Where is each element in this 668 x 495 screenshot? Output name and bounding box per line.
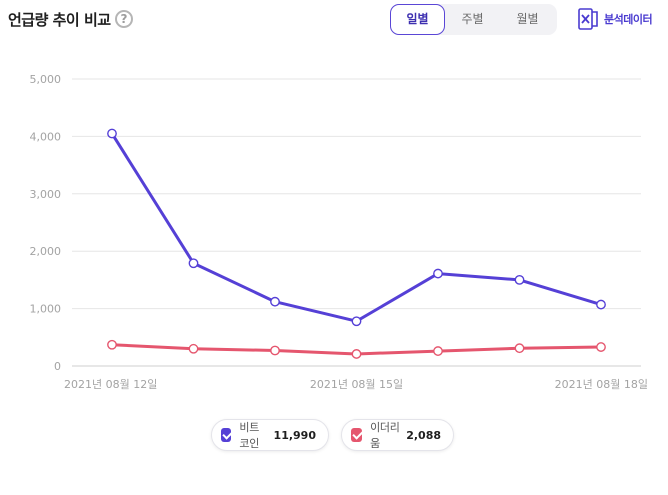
data-point bbox=[514, 274, 525, 285]
legend-series-total: 2,088 bbox=[406, 428, 441, 442]
y-tick-label: 2,000 bbox=[30, 245, 62, 258]
tab-monthly[interactable]: 월별 bbox=[516, 12, 539, 26]
data-point bbox=[188, 343, 199, 354]
data-point bbox=[596, 299, 606, 310]
checkbox-icon bbox=[351, 428, 363, 442]
data-point bbox=[351, 316, 362, 327]
y-tick-label: 5,000 bbox=[30, 73, 62, 86]
chart-header: 언급량 추이 비교 ? 일별 주별 월별 분석데이터 bbox=[0, 0, 668, 40]
data-point bbox=[351, 349, 362, 359]
y-tick-label: 3,000 bbox=[30, 188, 62, 201]
data-point bbox=[433, 346, 443, 356]
legend-item-bitcoin[interactable]: 비트코인 11,990 bbox=[211, 419, 329, 451]
tab-daily[interactable]: 일별 bbox=[390, 4, 445, 35]
data-point bbox=[107, 339, 117, 350]
y-tick-label: 0 bbox=[54, 360, 61, 373]
export-data-button[interactable]: 분석데이터 bbox=[578, 8, 653, 30]
checkbox-icon bbox=[221, 428, 232, 442]
data-point bbox=[270, 296, 280, 307]
tab-weekly[interactable]: 주별 bbox=[461, 12, 484, 26]
data-point bbox=[514, 343, 525, 354]
period-toggle: 일별 주별 월별 bbox=[390, 4, 557, 35]
y-tick-label: 4,000 bbox=[30, 130, 62, 143]
x-tick-label: 2021년 08월 15일 bbox=[310, 377, 403, 391]
series-line bbox=[110, 132, 603, 323]
legend-series-name: 비트코인 bbox=[239, 421, 260, 450]
data-point bbox=[596, 342, 606, 352]
x-tick-label: 2021년 08월 12일 bbox=[64, 377, 157, 391]
data-point bbox=[433, 268, 443, 279]
data-point bbox=[107, 128, 117, 139]
legend-item-ethereum[interactable]: 이더리움 2,088 bbox=[341, 419, 454, 451]
help-icon[interactable]: ? bbox=[115, 10, 133, 28]
legend-series-name: 이더리움 bbox=[370, 421, 400, 450]
export-label: 분석데이터 bbox=[604, 13, 653, 26]
x-tick-label: 2021년 08월 18일 bbox=[555, 377, 648, 391]
data-point bbox=[270, 345, 280, 356]
y-tick-label: 1,000 bbox=[30, 303, 62, 316]
line-chart: 0 1,000 2,000 3,000 4,000 5,000 2021년 08월 12일 2… bbox=[30, 73, 649, 391]
page-title: 언급량 추이 비교 bbox=[8, 11, 111, 29]
excel-icon bbox=[578, 8, 598, 30]
legend-series-total: 11,990 bbox=[273, 428, 316, 442]
data-point bbox=[188, 258, 199, 269]
